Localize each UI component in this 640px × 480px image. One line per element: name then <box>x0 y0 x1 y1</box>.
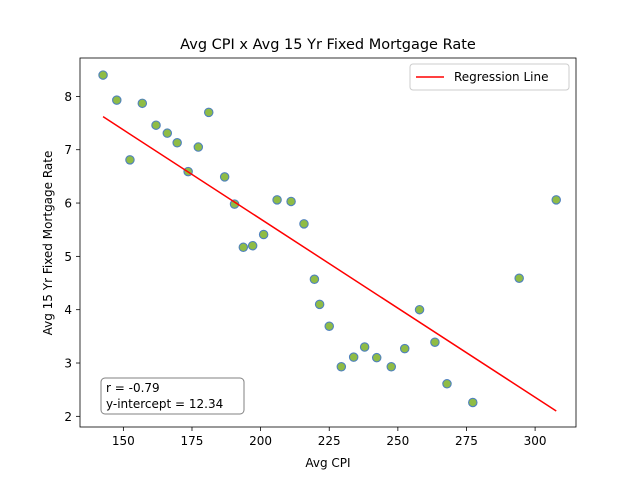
y-tick-label: 3 <box>64 357 72 371</box>
legend-box <box>409 63 570 91</box>
plot-frame <box>79 57 577 428</box>
data-point <box>551 195 561 205</box>
data-point <box>286 196 296 207</box>
data-point <box>272 195 282 205</box>
data-point <box>172 138 182 148</box>
data-point <box>324 321 334 331</box>
plot-area: 150 175 200 225 250 275 300 2 3 4 5 6 7 8 Regression L… <box>64 57 577 448</box>
data-point <box>430 337 440 347</box>
stats-box <box>100 377 245 415</box>
x-axis-label: Avg CPI <box>305 456 350 470</box>
x-tick-label: 150 <box>112 434 135 448</box>
data-point <box>112 95 122 105</box>
x-tick-label: 275 <box>455 434 478 448</box>
correlation-text: r = -0.79 <box>106 381 160 395</box>
data-point <box>309 274 320 285</box>
x-tick-label: 200 <box>249 434 272 448</box>
data-point <box>371 352 382 363</box>
data-point <box>162 128 173 138</box>
data-point <box>386 361 397 372</box>
data-point <box>514 273 524 283</box>
data-point <box>193 142 204 152</box>
chart-title: Avg CPI x Avg 15 Yr Fixed Mortgage Rate <box>180 37 476 53</box>
data-point <box>247 240 258 251</box>
data-point <box>468 397 478 408</box>
data-point <box>203 107 214 118</box>
data-point <box>137 98 148 109</box>
y-tick-label: 8 <box>64 90 72 104</box>
data-point <box>98 70 108 80</box>
data-point <box>348 352 359 362</box>
y-tick-label: 6 <box>64 197 72 211</box>
data-point <box>399 343 410 354</box>
y-tick-label: 5 <box>64 250 72 264</box>
data-point <box>359 342 370 352</box>
y-tick-label: 2 <box>64 410 72 424</box>
data-point <box>258 229 269 240</box>
x-tick-label: 225 <box>318 434 341 448</box>
data-point <box>336 361 347 372</box>
data-point <box>151 120 161 130</box>
data-point <box>219 172 230 182</box>
x-tick-label: 300 <box>524 434 547 448</box>
x-tick-label: 250 <box>386 434 409 448</box>
data-point <box>125 155 135 165</box>
data-point <box>314 299 325 310</box>
y-tick-label: 4 <box>64 303 72 317</box>
legend-label-regression: Regression Line <box>454 70 548 84</box>
regression-line <box>102 116 557 412</box>
data-point <box>414 304 425 315</box>
data-point <box>299 219 309 229</box>
intercept-text: y-intercept = 12.34 <box>106 397 223 411</box>
x-tick-label: 175 <box>181 434 204 448</box>
data-point <box>238 242 249 253</box>
data-point <box>442 379 452 389</box>
y-tick-label: 7 <box>64 143 72 157</box>
y-axis-label: Avg 15 Yr Fixed Mortgage Rate <box>41 151 55 336</box>
